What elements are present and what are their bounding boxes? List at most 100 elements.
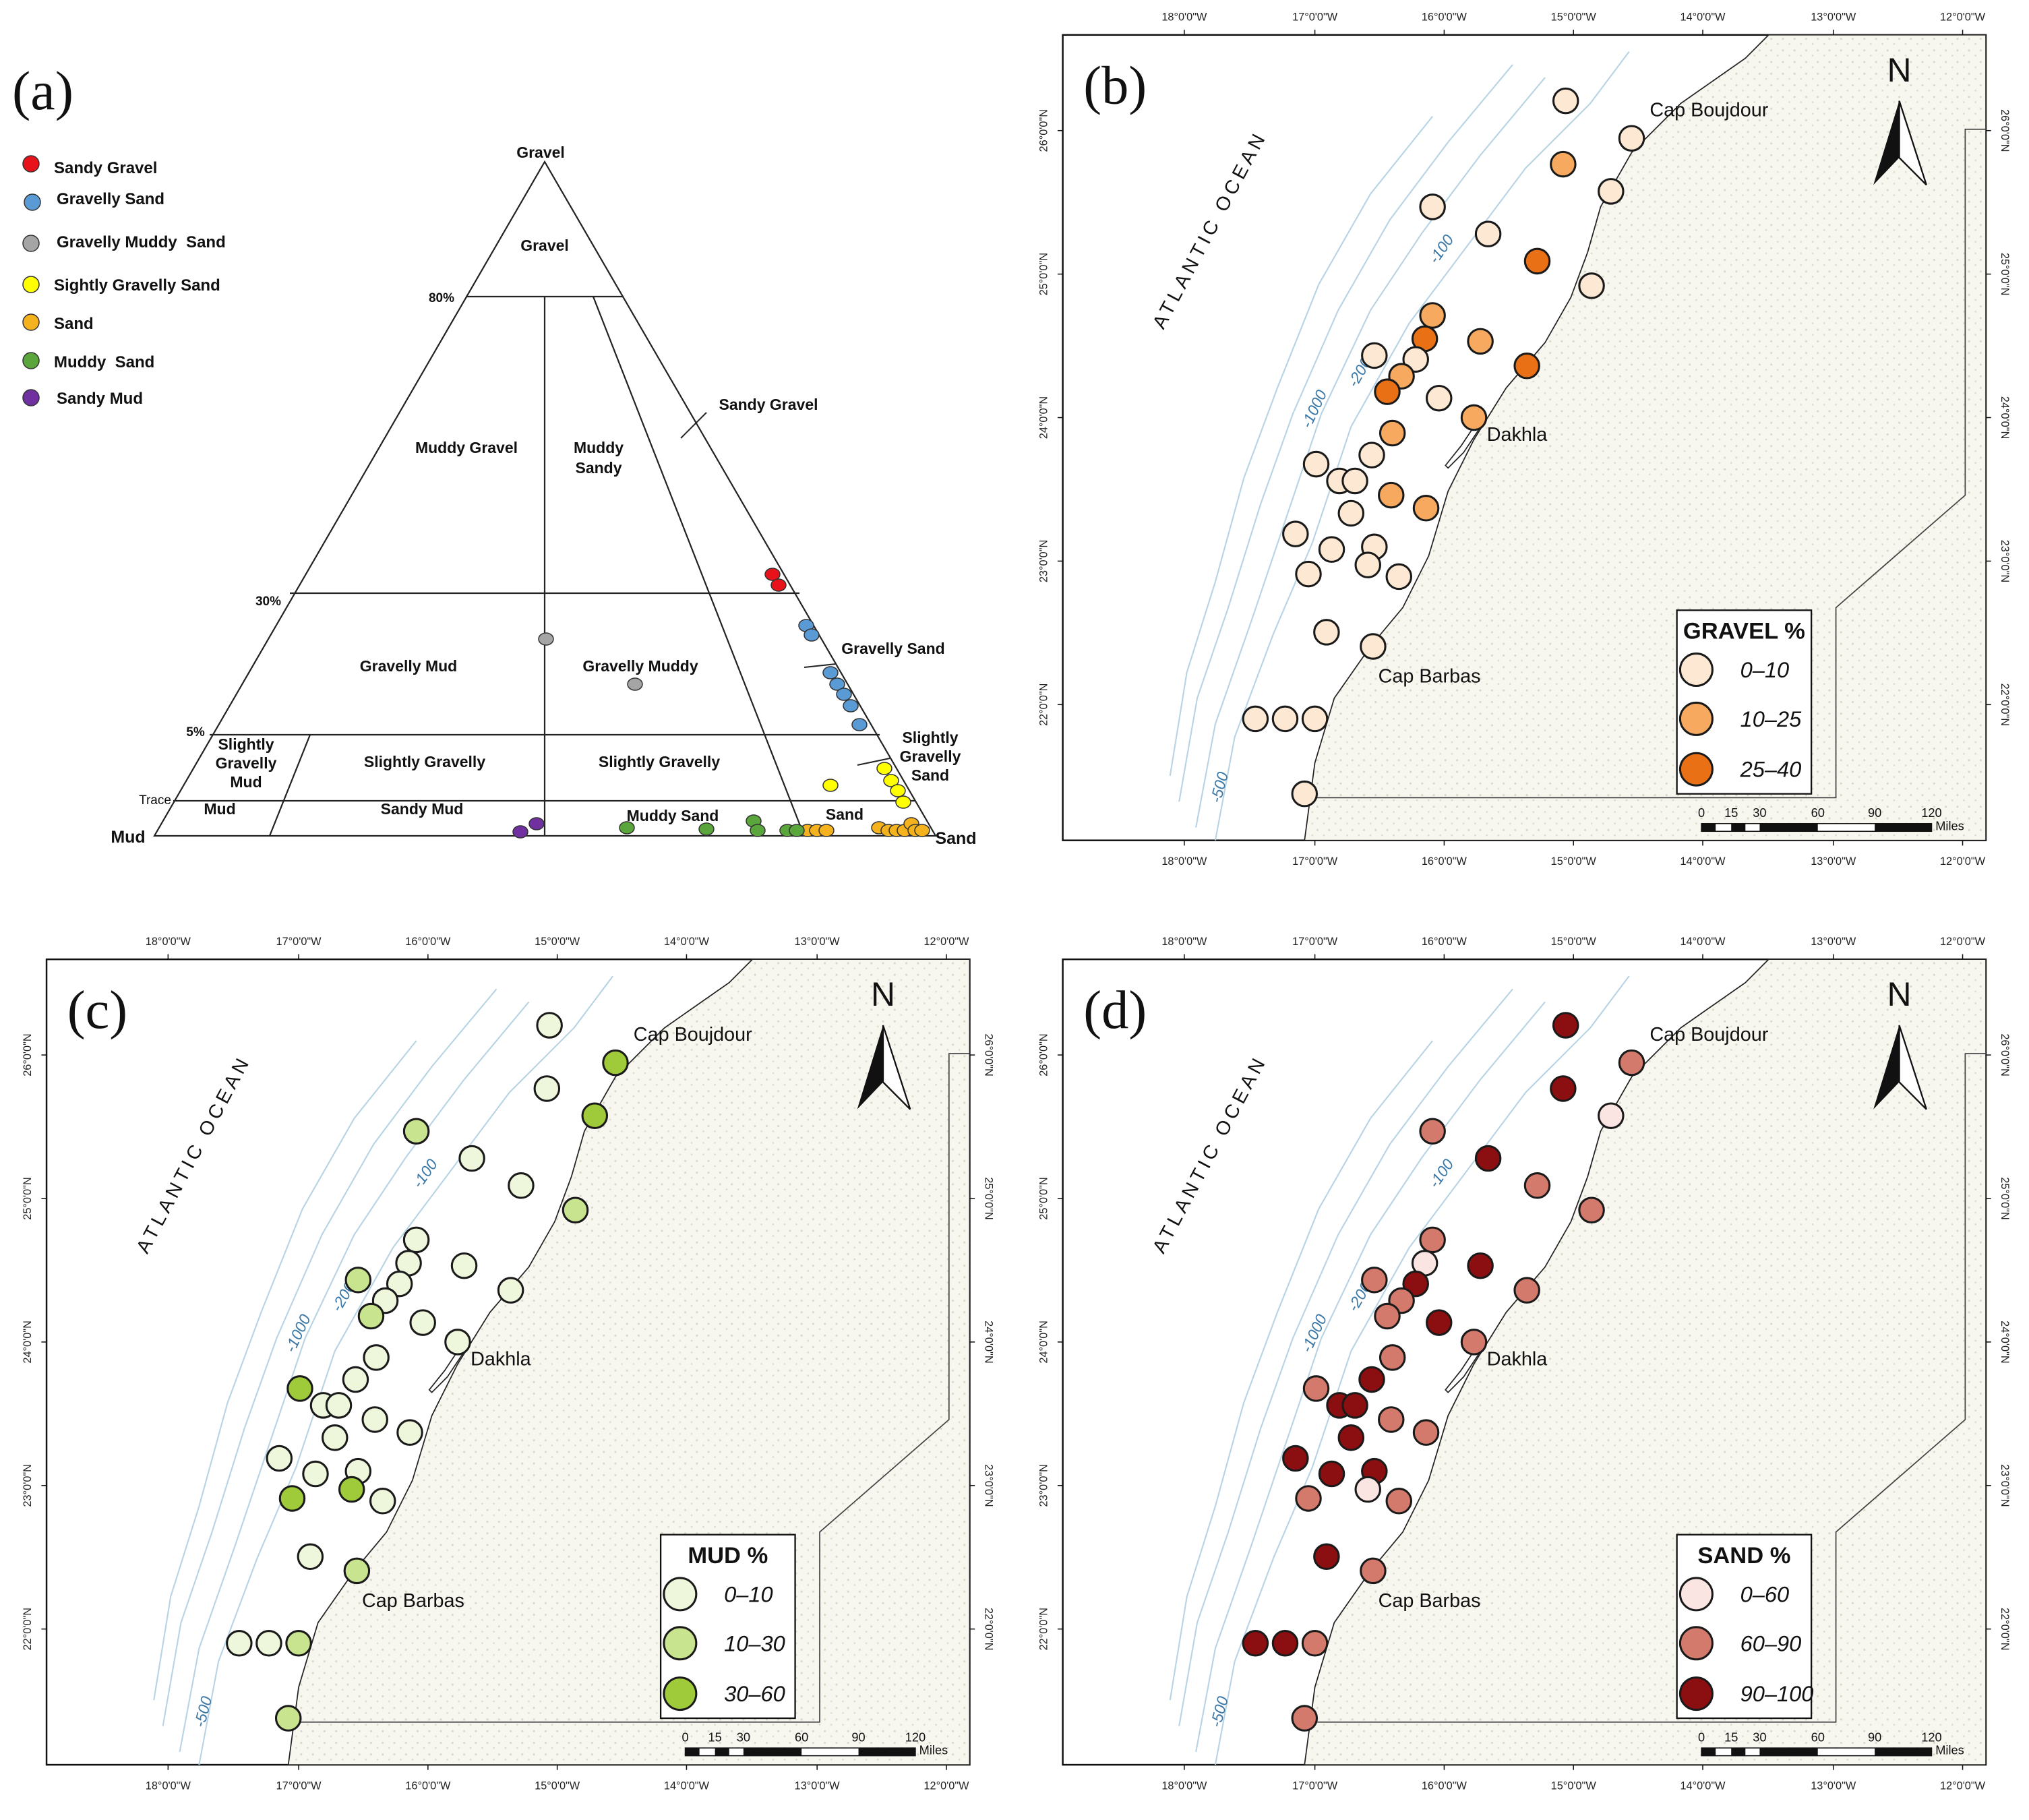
sample-station [255, 1630, 282, 1657]
field-gravelly-mud: Gravelly Mud [360, 657, 457, 675]
lon-label-bottom: 12°0'0"W [1940, 1780, 1986, 1792]
scale-bar-segment [858, 1748, 915, 1756]
field-mud: Mud [204, 800, 235, 818]
lat-label-left: 24°0'0"N [22, 1321, 34, 1363]
field-slightly-gravelly-left: Slightly Gravelly [364, 753, 485, 770]
panel-a: (a) Sandy Gravel Gravelly Sand Gravelly … [12, 60, 977, 848]
lon-label-bottom: 14°0'0"W [1680, 855, 1726, 868]
lat-label-left: 23°0'0"N [22, 1464, 34, 1507]
bathymetry-contour [153, 1040, 417, 1701]
field-sandy-mud: Sandy Mud [381, 800, 464, 818]
scale-tick-label: 30 [737, 1731, 750, 1745]
scale-tick-label: 60 [1811, 806, 1825, 820]
field-muddy-sandy-line2: Sandy [575, 459, 622, 477]
sample-station [343, 1557, 371, 1585]
sample-station [1358, 442, 1385, 468]
field-muddy-sandy-line1: Muddy [574, 439, 624, 456]
lat-label-right: 24°0'0"N [1999, 1321, 2011, 1363]
sample-station [1302, 450, 1330, 478]
lat-label-right: 24°0'0"N [1999, 396, 2011, 439]
field-slightly-gravelly-sand-2: Gravelly [900, 748, 961, 765]
sample-station [1425, 1309, 1453, 1336]
place-cap-boujdour: Cap Boujdour [1649, 100, 1768, 121]
legend-class: 0–60 [1740, 1581, 1790, 1606]
lon-label-bottom: 13°0'0"W [795, 1780, 841, 1792]
sample-station [1271, 1630, 1299, 1657]
legend-marker [1678, 701, 1714, 736]
sample-point [876, 762, 892, 775]
scale-tick-label: 90 [1868, 806, 1881, 820]
sample-station [1467, 1252, 1494, 1279]
field-gravelly-muddy: Gravelly Muddy [582, 657, 698, 675]
lon-label-top: 12°0'0"W [1940, 11, 1986, 24]
sample-station [1523, 1172, 1551, 1199]
vertex-gravel: Gravel [516, 144, 565, 161]
field-sandy-gravel: Sandy Gravel [719, 396, 818, 413]
lon-label-bottom: 16°0'0"W [1422, 855, 1467, 868]
lon-label-top: 14°0'0"W [664, 936, 710, 948]
sample-station [1271, 705, 1299, 733]
sample-station [444, 1329, 471, 1356]
lon-label-top: 13°0'0"W [1811, 936, 1856, 948]
lon-label-top: 15°0'0"W [1551, 11, 1597, 24]
legend-muddy-sand: Muddy Sand [54, 353, 154, 371]
place-dakhla: Dakhla [471, 1348, 531, 1370]
lon-label-top: 18°0'0"W [1161, 936, 1207, 948]
lon-label-top: 15°0'0"W [535, 936, 580, 948]
sample-point [890, 784, 906, 797]
legend-title: GRAVEL % [1683, 618, 1805, 644]
scale-bar-segment [1701, 823, 1716, 832]
sample-station [286, 1375, 313, 1402]
lon-label-top: 17°0'0"W [1292, 936, 1338, 948]
sample-station [1301, 1630, 1329, 1657]
sample-station [302, 1460, 329, 1488]
sample-station [1242, 705, 1269, 733]
legend-gravelly-muddy-sand-marker [22, 235, 40, 252]
legend-class: 90–100 [1740, 1681, 1814, 1706]
sample-station [1598, 1102, 1625, 1129]
sample-point [822, 666, 839, 679]
sample-station [1242, 1630, 1269, 1657]
legend-slightly-gravelly-sand: Sightly Gravelly Sand [54, 276, 220, 295]
lat-label-right: 25°0'0"N [983, 1177, 995, 1219]
panel-a-label: (a) [12, 60, 73, 121]
vertex-sand: Sand [935, 829, 976, 848]
lon-label-top: 12°0'0"W [1940, 936, 1986, 948]
sample-station [458, 1145, 485, 1172]
sample-station [1412, 495, 1440, 522]
sample-station [1460, 1329, 1488, 1356]
scale-unit: Miles [1935, 819, 1964, 832]
sample-station [1474, 220, 1502, 247]
scale-bar-segment [1701, 1748, 1716, 1756]
lon-label-bottom: 14°0'0"W [1680, 1780, 1726, 1792]
lon-label-bottom: 15°0'0"W [1551, 855, 1597, 868]
scale-tick-label: 15 [1724, 1731, 1738, 1745]
sample-point [538, 632, 554, 646]
border-line [296, 1053, 970, 1723]
lon-label-top: 13°0'0"W [795, 936, 841, 948]
scale-tick-label: 90 [851, 1731, 865, 1745]
sample-station [1318, 1460, 1345, 1488]
sample-station [226, 1630, 253, 1657]
bathymetry-contour [1178, 988, 1513, 1726]
sample-station [562, 1196, 589, 1224]
sample-station [1419, 193, 1446, 220]
lon-label-bottom: 18°0'0"W [1161, 855, 1207, 868]
legend-title: MUD % [688, 1543, 768, 1569]
lat-label-left: 26°0'0"N [1038, 1033, 1050, 1076]
bathymetry-contour [1195, 1001, 1546, 1753]
sample-station [344, 1267, 372, 1294]
lon-label-top: 18°0'0"W [1161, 11, 1207, 24]
sample-station [297, 1543, 324, 1571]
map-legend: MUD % 0–10 10–30 30–60 [659, 1534, 796, 1720]
lon-label-bottom: 18°0'0"W [1161, 1780, 1207, 1792]
lat-label-left: 26°0'0"N [22, 1033, 34, 1076]
sample-station [1578, 1196, 1605, 1224]
vertex-mud: Mud [111, 828, 145, 847]
lat-label-right: 23°0'0"N [983, 1464, 995, 1507]
lat-label-right: 26°0'0"N [983, 1033, 995, 1076]
